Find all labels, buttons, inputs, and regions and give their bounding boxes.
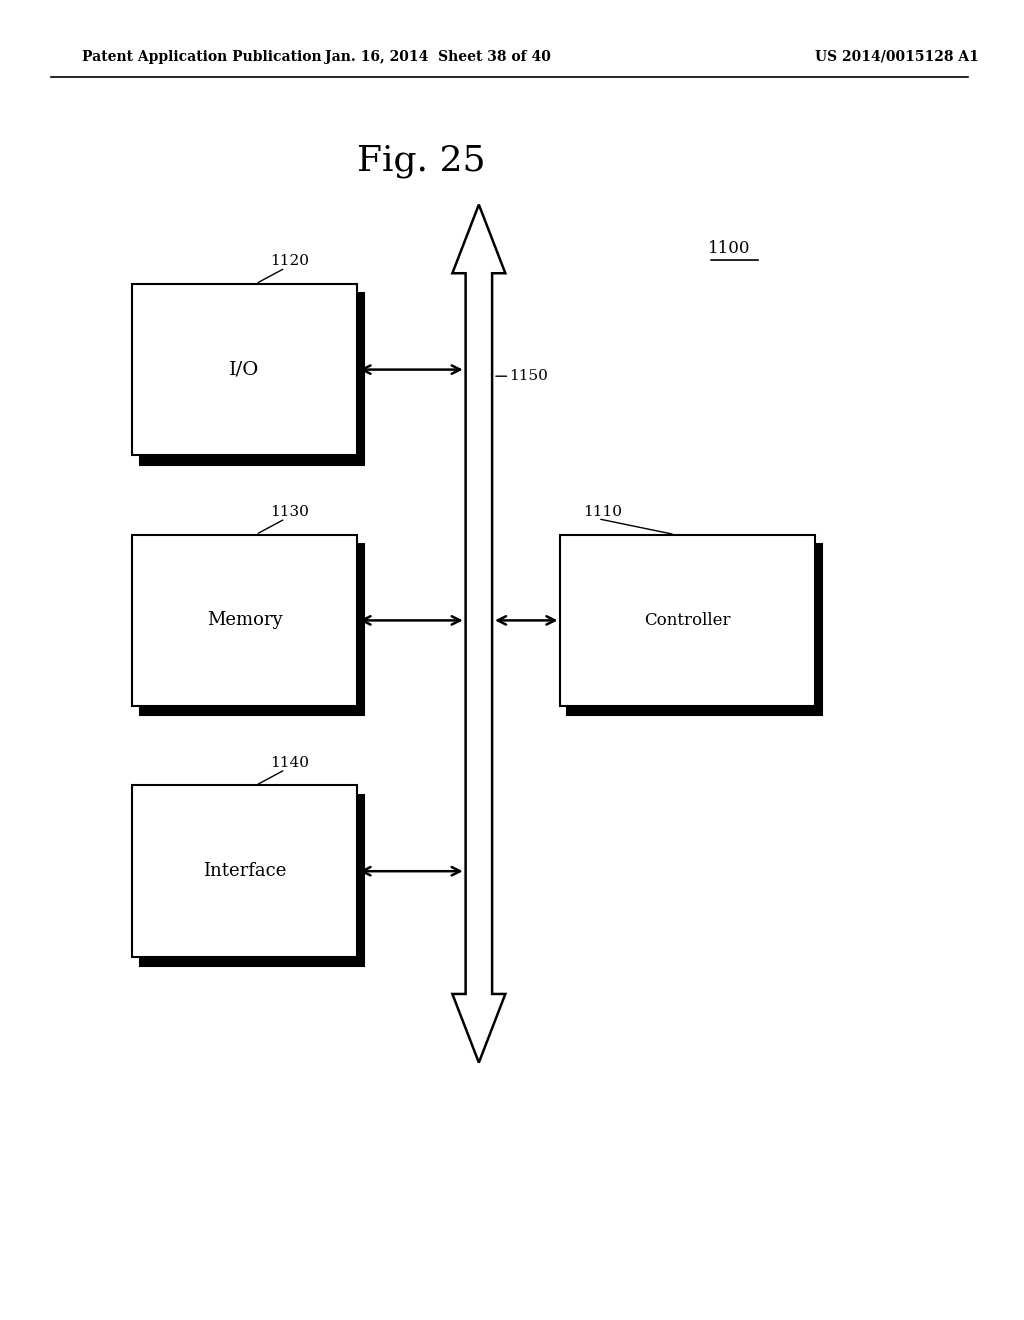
FancyBboxPatch shape bbox=[132, 785, 356, 957]
Text: 1120: 1120 bbox=[270, 253, 309, 268]
Text: Controller: Controller bbox=[644, 612, 731, 628]
FancyBboxPatch shape bbox=[139, 795, 364, 966]
Text: Jan. 16, 2014  Sheet 38 of 40: Jan. 16, 2014 Sheet 38 of 40 bbox=[326, 50, 551, 63]
Text: Interface: Interface bbox=[203, 862, 287, 880]
FancyBboxPatch shape bbox=[560, 535, 815, 706]
FancyBboxPatch shape bbox=[132, 284, 356, 455]
FancyBboxPatch shape bbox=[139, 293, 364, 465]
Text: Memory: Memory bbox=[207, 611, 283, 630]
Text: 1100: 1100 bbox=[709, 240, 751, 257]
Text: US 2014/0015128 A1: US 2014/0015128 A1 bbox=[815, 50, 979, 63]
Text: 1140: 1140 bbox=[270, 755, 309, 770]
FancyBboxPatch shape bbox=[567, 544, 822, 715]
Text: Fig. 25: Fig. 25 bbox=[356, 144, 485, 178]
Text: 1150: 1150 bbox=[509, 370, 548, 383]
Text: I/O: I/O bbox=[229, 360, 260, 379]
Text: 1130: 1130 bbox=[270, 504, 309, 519]
Text: 1110: 1110 bbox=[583, 504, 622, 519]
Polygon shape bbox=[453, 205, 506, 1063]
Text: Patent Application Publication: Patent Application Publication bbox=[82, 50, 322, 63]
FancyBboxPatch shape bbox=[139, 544, 364, 715]
FancyBboxPatch shape bbox=[132, 535, 356, 706]
